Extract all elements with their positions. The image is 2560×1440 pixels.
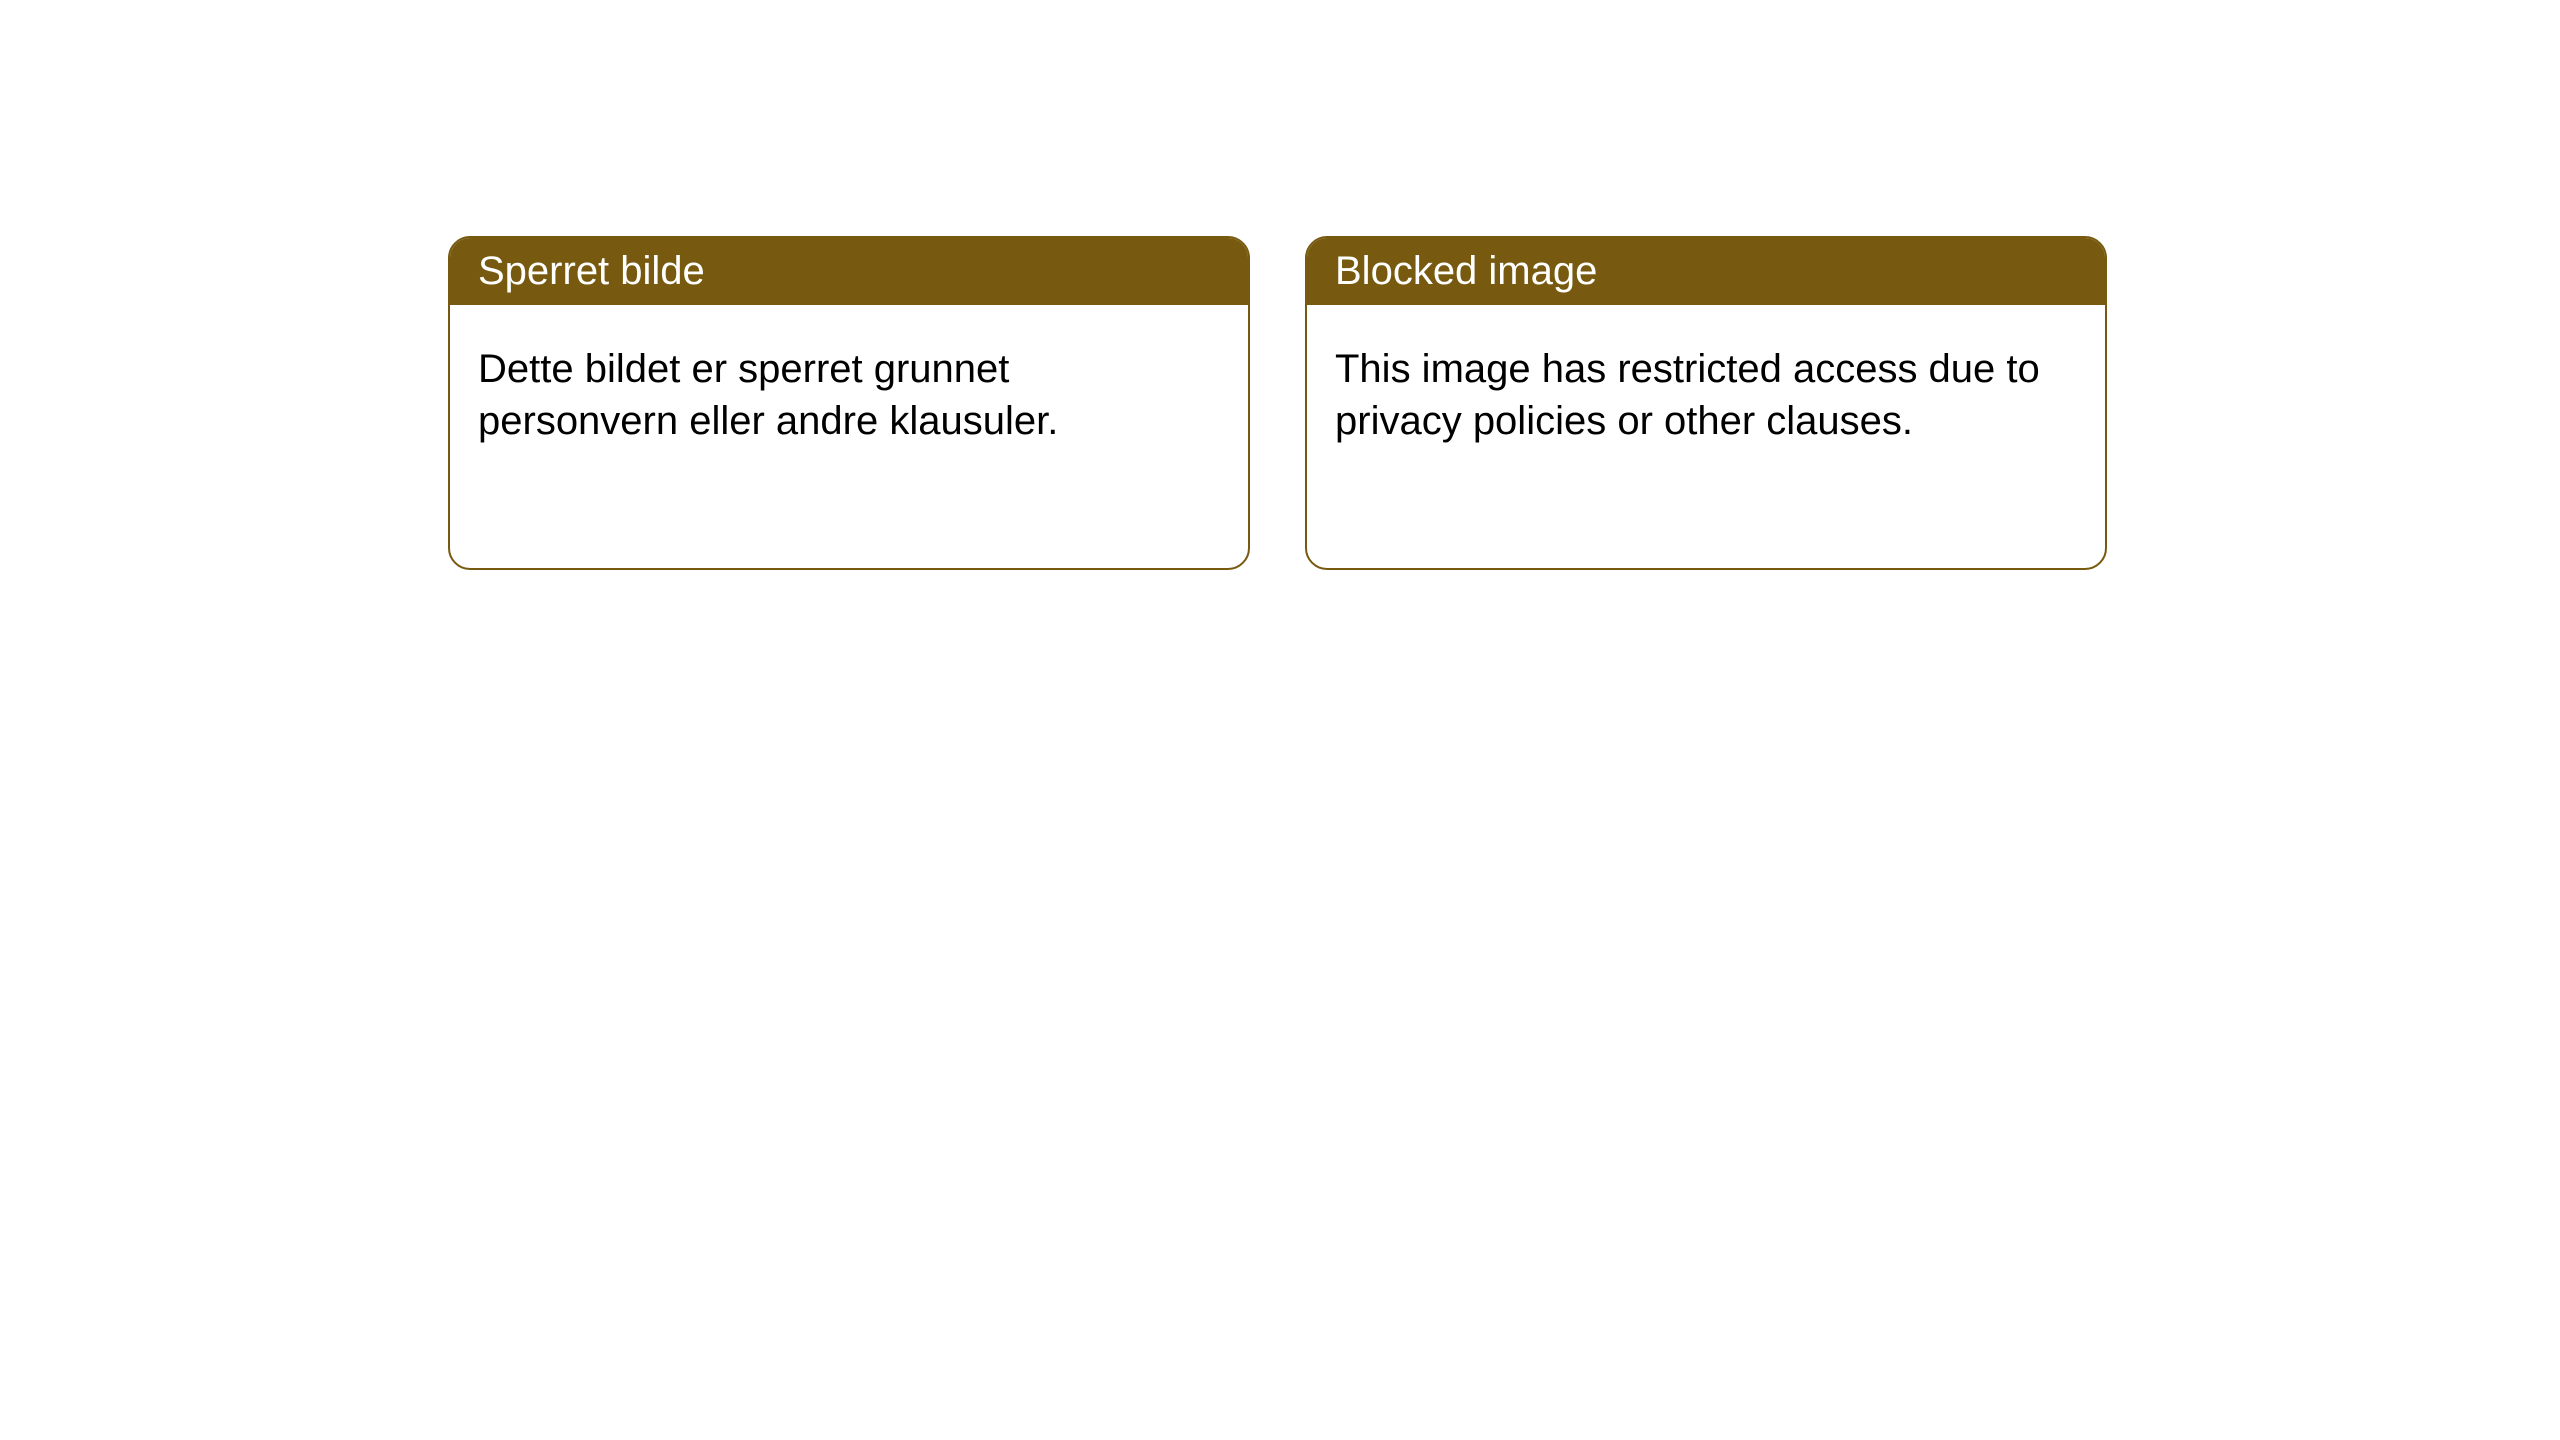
notice-card-norwegian: Sperret bilde Dette bildet er sperret gr… bbox=[448, 236, 1250, 570]
card-title: Blocked image bbox=[1335, 249, 1597, 293]
card-header: Sperret bilde bbox=[450, 238, 1248, 305]
notice-container: Sperret bilde Dette bildet er sperret gr… bbox=[0, 0, 2560, 570]
card-title: Sperret bilde bbox=[478, 249, 705, 293]
card-body-text: This image has restricted access due to … bbox=[1335, 347, 2040, 443]
card-body: This image has restricted access due to … bbox=[1307, 305, 2105, 485]
card-header: Blocked image bbox=[1307, 238, 2105, 305]
notice-card-english: Blocked image This image has restricted … bbox=[1305, 236, 2107, 570]
card-body-text: Dette bildet er sperret grunnet personve… bbox=[478, 347, 1058, 443]
card-body: Dette bildet er sperret grunnet personve… bbox=[450, 305, 1248, 485]
